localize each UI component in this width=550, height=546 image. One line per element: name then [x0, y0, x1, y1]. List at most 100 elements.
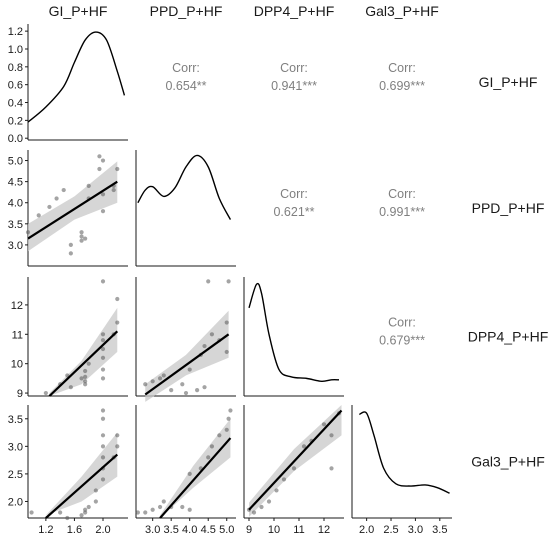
scatter-point — [68, 242, 73, 248]
scatter-point — [43, 390, 48, 396]
x-tick-label: 11 — [293, 524, 304, 536]
density-curve-dpp4 — [248, 282, 340, 383]
scatter-point — [187, 507, 192, 512]
scatter-point — [206, 279, 211, 284]
scatter-point — [68, 251, 73, 256]
panel-axes-r2c2 — [243, 277, 344, 397]
column-header-3: DPP4_P+HF — [254, 3, 335, 19]
x-tick-label: 1.6 — [67, 524, 82, 536]
y-tick-label: 2.5 — [8, 469, 23, 481]
density-curve-gi — [27, 31, 126, 123]
scatter-point — [47, 204, 52, 210]
scatter-point — [226, 279, 231, 284]
panel-axes-r0c0 — [27, 24, 128, 141]
scatter-point — [321, 422, 327, 427]
density-curve-ppd — [137, 154, 232, 220]
scatter-point — [202, 343, 207, 349]
scatter-point — [83, 368, 88, 374]
scatter-point — [61, 187, 66, 193]
y-tick-label: 0.4 — [8, 98, 23, 110]
scatter-point — [97, 166, 102, 172]
y-tick-label: 0.2 — [8, 115, 23, 127]
scatter-point — [150, 379, 155, 384]
scatter-point — [93, 499, 98, 504]
x-tick-label: 5.0 — [219, 524, 234, 536]
scatter-point — [83, 236, 88, 241]
scatter-point — [100, 158, 106, 163]
scatter-point — [259, 504, 264, 510]
scatter-point — [100, 332, 106, 337]
scatter-point — [100, 346, 106, 352]
regression-line — [27, 180, 118, 240]
scatter-point — [100, 477, 106, 482]
y-tick-label: 0.6 — [8, 80, 23, 92]
scatter-point — [301, 444, 307, 449]
y-tick-label: 0.0 — [8, 133, 23, 145]
scatter-point — [83, 507, 88, 512]
y-tick-label: 0.8 — [8, 62, 23, 74]
scatter-point — [143, 382, 148, 387]
scatter-panel-r2c0 — [43, 279, 120, 397]
x-tick-label: 1.2 — [38, 524, 53, 536]
x-tick-label: 2.0 — [359, 524, 374, 536]
scatter-point — [58, 510, 63, 515]
scatter-point — [329, 466, 334, 471]
corr-value: 0.621** — [273, 205, 314, 219]
x-tick-label: 2.0 — [95, 524, 110, 536]
row-label-2: PPD_P+HF — [472, 200, 545, 216]
scatter-point — [115, 444, 120, 449]
scatter-point — [115, 166, 120, 172]
column-header-4: Gal3_P+HF — [365, 3, 439, 19]
scatter-point — [97, 154, 102, 159]
scatter-point — [202, 385, 207, 390]
corr-label: Corr: — [172, 61, 200, 75]
scatter-point — [274, 488, 279, 493]
scatter-panel-r1c0 — [25, 154, 120, 256]
scatter-point — [100, 444, 106, 449]
corr-label: Corr: — [388, 316, 416, 330]
scatter-point — [161, 499, 166, 504]
scatter-point — [195, 388, 200, 393]
scatter-point — [266, 499, 272, 504]
scatter-point — [180, 382, 185, 387]
scatter-point — [100, 367, 106, 372]
scatter-point — [79, 238, 84, 243]
corr-value: 0.991*** — [379, 205, 425, 219]
scatter-point — [180, 504, 185, 510]
scatter-point — [115, 320, 120, 325]
scatter-panel-r2c1 — [143, 279, 231, 402]
scatter-point — [86, 361, 91, 366]
density-curve-gal3 — [359, 411, 450, 494]
regression-line — [144, 333, 230, 396]
scatter-point — [187, 471, 192, 477]
scatter-point — [157, 376, 163, 381]
scatter-point — [100, 433, 106, 438]
scatter-point — [329, 433, 334, 438]
y-tick-label: 3.0 — [8, 240, 23, 252]
scatter-point — [135, 510, 140, 515]
scatter-point — [79, 376, 84, 381]
x-tick-label: 10 — [268, 524, 280, 536]
scatter-point — [281, 477, 287, 482]
scatter-point — [115, 433, 120, 438]
y-tick-label: 1.2 — [8, 26, 23, 38]
panel-axes-r1c1 — [135, 150, 236, 267]
scatter-point — [169, 388, 174, 393]
scatter-point — [111, 187, 116, 193]
regression-line — [159, 437, 232, 519]
scatter-point — [100, 455, 106, 460]
confidence-band — [28, 161, 118, 252]
scatter-point — [206, 455, 211, 460]
regression-line — [48, 330, 119, 397]
x-tick-label: 12 — [318, 524, 330, 536]
scatter-point — [100, 376, 106, 381]
scatter-point — [36, 213, 41, 218]
scatter-point — [65, 515, 70, 521]
scatter-point — [79, 234, 84, 239]
panel-axes-r3c3 — [351, 405, 452, 519]
regression-line — [45, 453, 119, 519]
corr-label: Corr: — [388, 187, 416, 201]
y-tick-label: 12 — [11, 300, 23, 312]
scatter-point — [79, 230, 84, 235]
y-tick-label: 4.0 — [8, 198, 23, 210]
